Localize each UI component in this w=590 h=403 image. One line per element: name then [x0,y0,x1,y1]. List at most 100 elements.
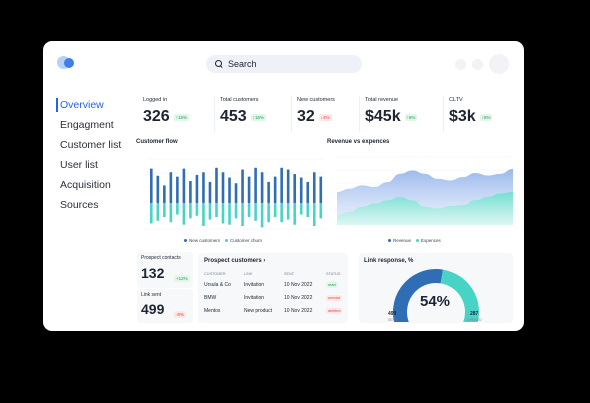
bar-new-customers [228,177,231,203]
bar-new-customers [267,181,270,203]
bar-new-customers [195,174,199,203]
sidebar-item-acquisition[interactable]: Acquisition [60,179,111,191]
bar-customer-churn [228,203,231,225]
bar-new-customers [215,167,218,203]
prospect-customers-card: Prospect customers › CUSTOMER LINK SENT … [198,253,348,323]
notification-icon[interactable] [455,59,466,70]
stat-change-badge: ↑15% [250,113,266,121]
bar-customer-churn [182,203,186,225]
bar-new-customers [280,167,283,203]
stat-label: Total customers [220,97,259,103]
bar-customer-churn [215,203,218,218]
gauge-sent-value: 499 [388,311,397,317]
stat-value: 32 [297,108,315,125]
stat-change-badge: ↓4% [318,113,332,121]
bar-new-customers [169,172,173,203]
bar-customer-churn [208,203,212,220]
sidebar-item-user-list[interactable]: User list [60,159,98,171]
column-header: LINK [244,272,253,276]
bar-new-customers [306,181,310,203]
bar-customer-churn [254,203,257,221]
table-cell-sent: 10 Nov 2022 [284,295,313,301]
stats-row: Logged in 326 ↑15% Total customers 453 ↑… [138,96,514,132]
gauge-percent: 54% [420,293,451,310]
card-label: Prospect contacts [141,255,181,261]
table-cell-customer: BMW [204,295,217,301]
table-cell-link: New product [244,308,273,314]
bar-customer-churn [299,203,303,215]
bar-customer-churn [293,203,297,225]
card-value: 132 [141,265,165,281]
search-input[interactable]: Search [228,59,257,69]
card-change-badge: -6% [174,311,187,318]
link-sent-card: Link sent 499 -6% [137,289,193,323]
search-bar[interactable]: Search [206,55,362,73]
gauge-sent-label: SENT [388,318,398,322]
bar-customer-churn [221,203,225,224]
app-logo [57,56,79,70]
legend-label-churn: Customer churn [230,238,263,243]
card-change-badge: +12% [174,275,190,282]
bar-customer-churn [286,203,290,220]
bar-customer-churn [260,203,264,228]
bar-customer-churn [234,203,238,219]
chevron-right-icon: › [263,258,266,264]
table-cell-customer: Ursula & Co [204,282,231,288]
bar-customer-churn [195,203,199,216]
revenue-legend: Revenue Expences [383,238,441,243]
table-cell-customer: Mentos [204,308,221,314]
bar-new-customers [312,172,316,203]
sidebar-item-sources[interactable]: Sources [60,199,99,211]
prospect-customers-title[interactable]: Prospect customers › [204,258,266,264]
stat-label: CLTV [449,97,463,103]
bar-new-customers [319,176,323,203]
gauge-opened-value: 287 [470,311,479,317]
stat-change-badge: ↑8% [479,113,493,121]
legend-dot-revenue [388,239,391,242]
bar-new-customers [254,167,257,203]
table-cell-link: Invitation [244,295,265,301]
bar-customer-churn [176,203,179,215]
bar-customer-churn [169,203,173,223]
customer-flow-legend: New customers Customer churn [179,238,262,243]
stat-total-revenue: Total revenue $45k ↑6% [360,96,444,132]
link-response-gauge [393,269,479,322]
area-expences [337,192,513,225]
sidebar-item-engagment[interactable]: Engagment [60,119,114,131]
bar-customer-churn [319,203,323,219]
bar-new-customers [208,181,212,203]
bar-new-customers [221,172,225,203]
bar-new-customers [150,168,153,203]
sidebar-item-customer-list[interactable]: Customer list [60,139,122,151]
bar-customer-churn [156,203,160,221]
bar-new-customers [156,175,160,203]
bar-new-customers [182,168,186,203]
bar-customer-churn [306,203,310,218]
customer-flow-title: Customer flow [136,139,178,145]
legend-dot-expences [416,239,420,242]
avatar[interactable] [489,54,509,74]
bar-customer-churn [312,203,316,227]
search-icon [215,60,223,68]
stat-value: $45k [365,108,401,125]
revenue-title: Revenue vs expences [327,139,390,145]
bar-customer-churn [280,203,283,223]
column-header: SENT [284,272,295,276]
stat-value: 453 [220,108,247,125]
stat-change-badge: ↑15% [173,113,189,121]
revenue-chart [337,156,513,225]
bar-customer-churn [202,203,205,227]
stat-value: $3k [449,108,476,125]
bar-new-customers [299,177,303,203]
bar-new-customers [273,176,277,203]
gauge-arc-sent [393,269,443,322]
bar-new-customers [234,183,238,203]
column-header: CUSTOMER [204,272,226,276]
status-badge: read [326,282,338,288]
bar-customer-churn [273,203,277,218]
sidebar-item-overview[interactable]: Overview [56,98,136,118]
card-value: 499 [141,301,165,317]
settings-icon[interactable] [472,59,483,70]
legend-dot-new [184,239,187,242]
bar-new-customers [241,169,244,203]
